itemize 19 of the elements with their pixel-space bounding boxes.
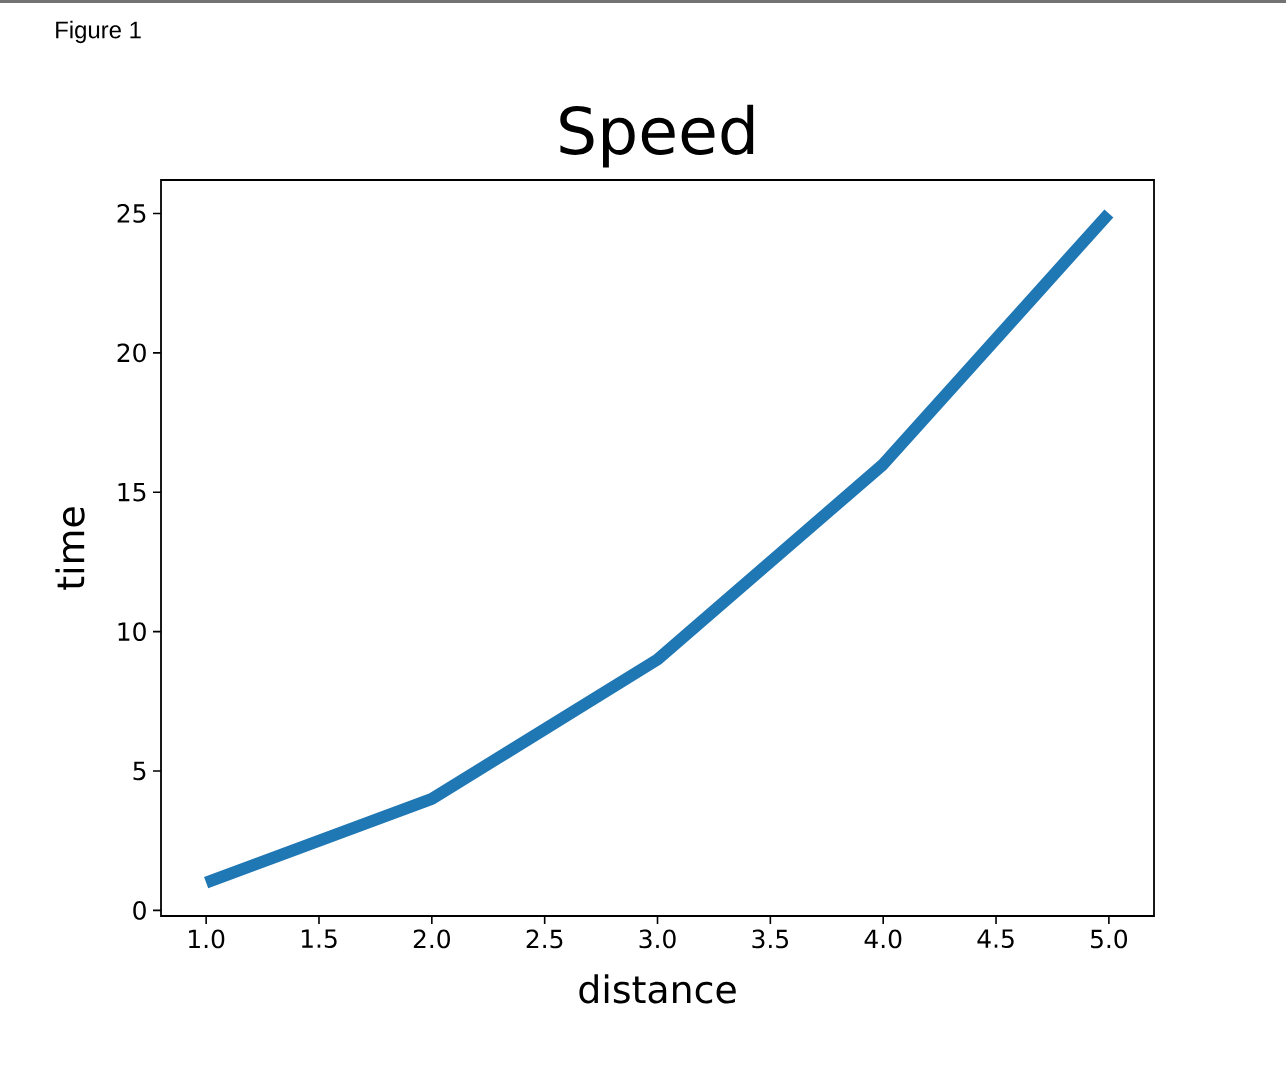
x-tick-label: 3.0	[639, 929, 676, 949]
x-axis-title: distance	[579, 974, 736, 1004]
y-tick-label: 0	[133, 900, 146, 920]
x-tick-label: 3.5	[752, 929, 788, 949]
x-tick-label: 2.5	[526, 929, 563, 949]
y-tick-label: 5	[133, 761, 146, 781]
chart-title: Speed	[560, 104, 754, 168]
y-tick-label: 20	[117, 343, 146, 363]
x-tick-label: 5.0	[1090, 929, 1128, 949]
y-tick-label: 15	[118, 482, 146, 502]
caption: Figure 1	[56, 20, 141, 44]
x-tick-label: 4.5	[977, 929, 1014, 949]
y-axis-title: time	[55, 507, 85, 590]
y-tick-label: 10	[118, 622, 146, 642]
x-tick-label: 4.0	[864, 929, 902, 949]
x-tick-label: 2.0	[413, 929, 450, 949]
y-tick-label: 25	[117, 204, 146, 223]
x-tick-label: 1.0	[189, 929, 225, 949]
x-tick-label: 1.5	[301, 929, 337, 949]
